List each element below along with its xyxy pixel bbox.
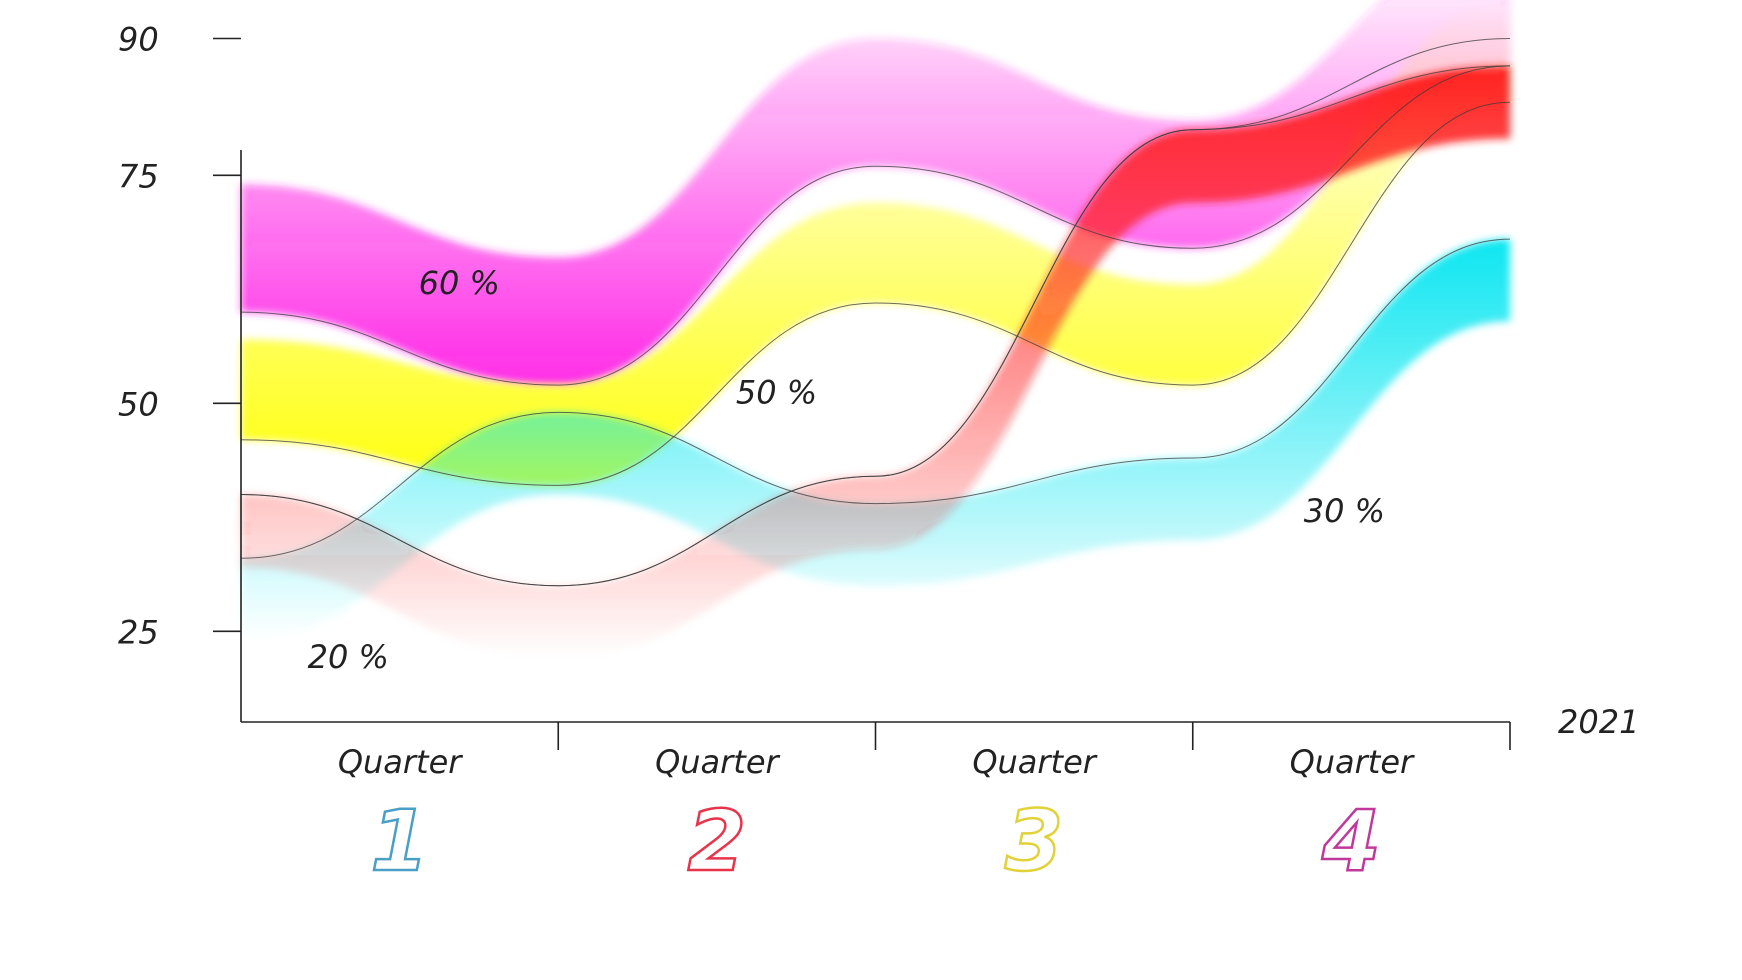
quarter-label-4: Quarter [1290,743,1415,781]
series-band-3 [241,239,1510,641]
y-tick-label: 25 [118,613,159,651]
series-band-1 [241,0,1510,386]
series-line-3 [240,238,1511,559]
series-line-2 [240,101,1511,486]
series-band-2 [241,2,1510,486]
labels: 25 50 75 90 Quarter 1 Quarter 2 Quarter 3 Quarter 4… [118,0,1639,891]
quarter-number-2: 2 [688,792,746,890]
axes [213,37,1511,750]
series-line-1 [240,65,1511,386]
quarter-number-3: 3 [1005,792,1063,890]
series-bands [241,0,1510,659]
series-line-5 [240,38,1511,587]
quarter-label-3: Quarter [972,743,1097,781]
percent-annotation-4: 30 % [1304,492,1385,530]
quarter-label-2: Quarter [655,743,780,781]
quarter-label-1: Quarter [338,743,463,781]
percent-annotation-2: 50 % [736,373,817,411]
quarter-number-1: 1 [370,792,428,890]
percent-annotation-1: 60 % [419,264,500,302]
series-lines [240,38,1511,587]
percent-annotation-3: 90 % [1136,0,1217,1]
quarter-number-4: 4 [1321,792,1380,890]
y-tick-label: 50 [118,385,159,423]
y-tick-label: 90 [118,21,159,59]
y-tick-label: 75 [118,157,159,195]
percent-annotation-5: 20 % [308,638,389,676]
year-label: 2021 [1558,703,1639,741]
